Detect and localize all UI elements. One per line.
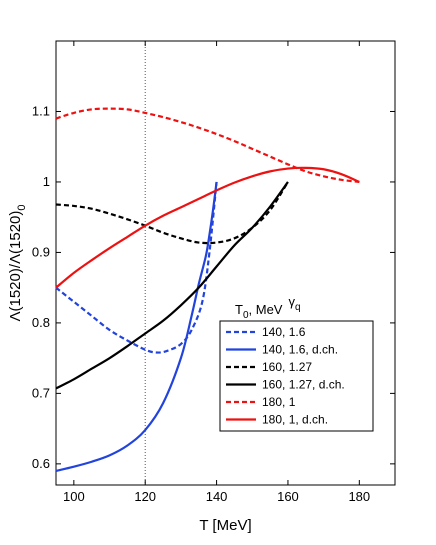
legend-header: T0, MeV γq [235, 294, 301, 321]
legend-label: 140, 1.6 [262, 325, 306, 339]
series-line-2 [55, 181, 218, 472]
legend-entries: 140, 1.6 140, 1.6, d.ch. 160, 1.27 160, 1.2… [226, 325, 345, 427]
y-axis-label-group: Λ(1520)/Λ(1520)0 [7, 204, 28, 321]
y-tick-label: 0.9 [32, 244, 50, 259]
y-tick-label: 0.7 [32, 385, 50, 400]
x-tick-label: 180 [348, 489, 370, 504]
series-layer [55, 107, 360, 472]
x-axis-label: T [MeV] [199, 517, 251, 534]
legend-header-unit: , MeV [249, 302, 283, 317]
y-axis-label-main: Λ(1520)/Λ(1520) [7, 211, 24, 322]
y-tick-label: 0.6 [32, 456, 50, 471]
series-line-5 [55, 107, 360, 184]
legend-header-gamma-sub: q [295, 302, 301, 313]
legend-header-gamma: γ [288, 294, 295, 309]
x-tick-label: 160 [277, 489, 299, 504]
y-axis-label-subscript: 0 [16, 204, 28, 210]
legend-header-t: T [235, 302, 243, 317]
legend-label: 160, 1.27 [262, 360, 312, 374]
x-tick-label: 140 [206, 489, 228, 504]
series-line-6 [55, 166, 360, 289]
x-tick-label: 100 [63, 489, 85, 504]
axis-ticks: 100 120 140 160 180 0.6 0.7 0.8 0.9 1 1.1 [32, 41, 395, 504]
x-tick-label: 120 [134, 489, 156, 504]
legend-label: 180, 1, d.ch. [262, 413, 328, 427]
legend-box [219, 320, 374, 432]
legend-header-t-sub: 0 [243, 310, 249, 321]
legend-label: 160, 1.27, d.ch. [262, 378, 345, 392]
y-tick-label: 1.1 [32, 103, 50, 118]
series-line-4 [55, 181, 289, 390]
legend-label: 140, 1.6, d.ch. [262, 343, 338, 357]
y-axis-label: Λ(1520)/Λ(1520)0 [7, 204, 28, 321]
legend-label: 180, 1 [262, 395, 296, 409]
y-tick-label: 1 [43, 174, 50, 189]
legend: T0, MeV γq 140, 1.6 140, 1.6, d.ch. 160, 1.… [219, 294, 374, 432]
y-tick-label: 0.8 [32, 315, 50, 330]
series-line-1 [55, 181, 218, 354]
